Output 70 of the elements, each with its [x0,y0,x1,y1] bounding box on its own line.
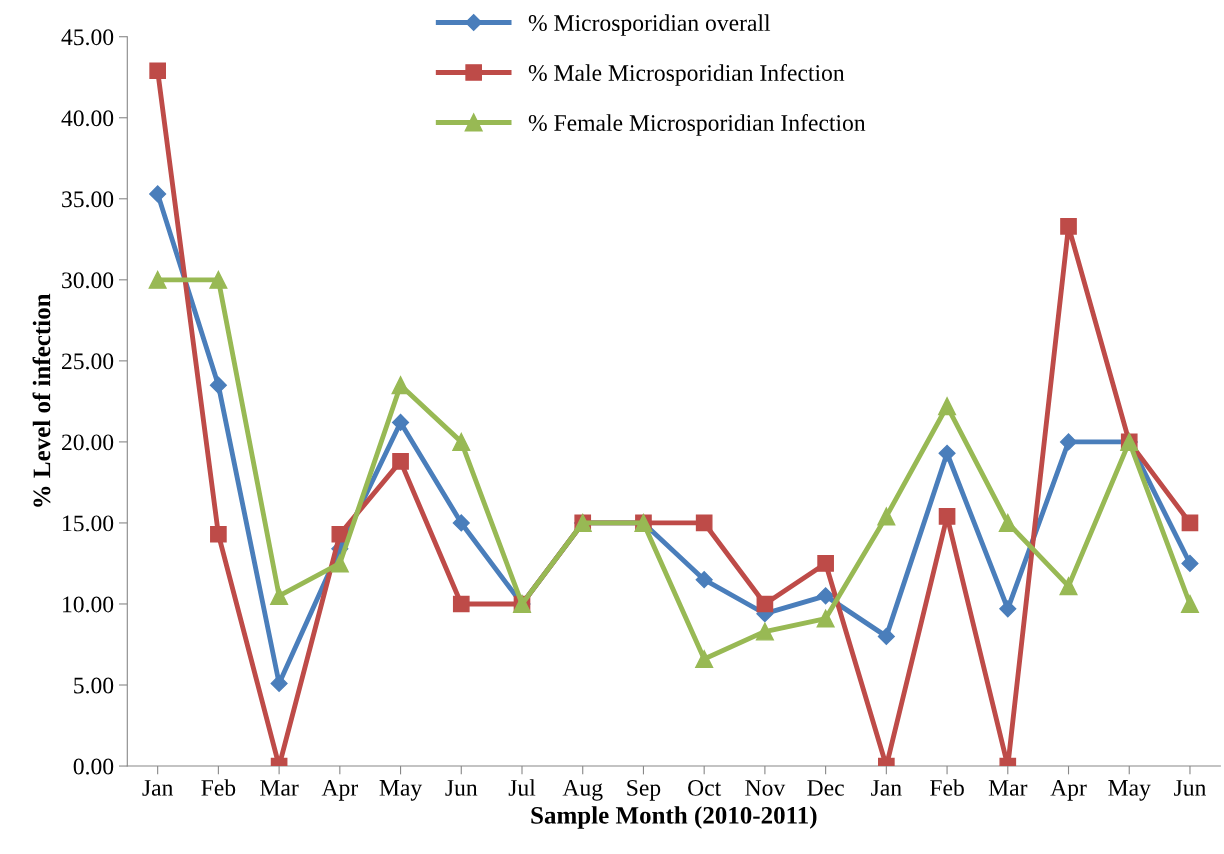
point [1181,514,1199,532]
point [452,514,470,532]
y-tick-label: 0.00 [73,758,114,775]
x-tick-label: May [379,780,423,801]
point [998,513,1017,532]
point [938,397,957,416]
legend-label: % Female Microsporidian Infection [528,114,866,136]
point [1059,577,1078,596]
x-tick-label: Apr [321,780,358,801]
point [209,270,228,289]
point [938,444,956,462]
x-tick-label: May [1108,780,1151,801]
x-tick-label: Apr [1050,780,1087,801]
point [877,507,896,526]
point [452,432,471,451]
x-tick-label: Jan [142,780,174,796]
point [999,600,1017,618]
x-tick-label: Mar [988,780,1028,796]
point [755,622,774,641]
y-tick-label: 30.00 [62,272,114,289]
y-tick-label: 20.00 [62,434,114,451]
point [210,525,227,543]
x-tick-label: Aug [562,779,603,801]
point [270,674,288,692]
point [452,595,470,613]
legend-label: % Male Microsporidian Infection [528,64,845,86]
y-tick-label: 35.00 [62,191,114,208]
point [1059,433,1078,451]
x-tick-label: Jul [508,779,536,796]
x-tick-label: Mar [260,780,299,796]
point [209,376,227,394]
y-tick-label: 10.00 [63,596,114,613]
y-tick-label: 45.00 [61,29,114,46]
x-tick-label: Jun [445,780,478,796]
point [270,586,289,605]
x-tick-label: Feb [201,779,236,796]
point [149,62,166,80]
x-tick-label: Jan [871,780,902,796]
x-tick-label: Sep [627,779,661,801]
point [695,514,713,532]
legend-label: % Microsporidian overall [528,14,771,36]
x-tick-label: Feb [930,779,964,796]
point [1060,218,1077,235]
x-tick-label: Dec [807,780,844,796]
point [817,587,835,605]
point [149,185,167,203]
point [938,508,956,525]
x-tick-label: Oct [688,779,722,796]
point [817,555,834,572]
point [330,554,349,573]
point [877,627,895,645]
point [695,650,714,669]
point [391,376,410,395]
point [392,453,409,470]
point [695,571,713,589]
point [148,270,167,289]
point [756,595,774,613]
y-tick-label: 5.00 [74,677,114,694]
point [816,609,835,628]
y-tick-label: 25.00 [62,353,114,370]
point [1180,594,1199,613]
x-axis-title: Sample Month (2010-2011) [531,806,817,829]
point [1181,554,1199,573]
x-tick-label: Nov [745,780,786,796]
point [392,413,410,432]
y-tick-label: 15.00 [63,515,114,532]
point [331,525,349,543]
x-tick-label: Jun [1174,780,1207,796]
y-tick-label: 40.00 [61,110,114,127]
y-axis-title: % Level of infection [32,293,51,507]
